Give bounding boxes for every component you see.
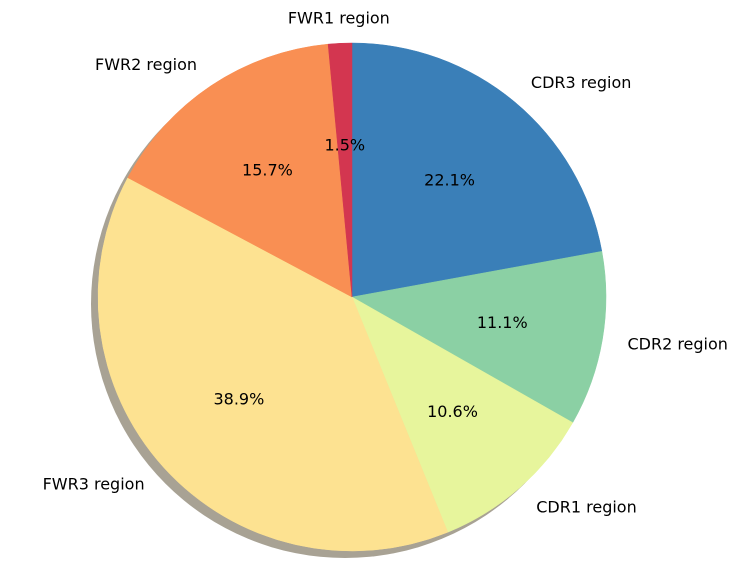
- pie-slices: [97, 42, 607, 552]
- slice-label-fwr3-region: FWR3 region: [43, 475, 145, 494]
- pct-label-cdr3-region: 22.1%: [424, 170, 475, 189]
- slice-label-cdr1-region: CDR1 region: [536, 498, 636, 517]
- slice-fwr1-region: [327, 42, 353, 298]
- slice-label-cdr3-region: CDR3 region: [531, 73, 631, 92]
- slice-cdr1-region: [351, 296, 574, 533]
- slice-label-fwr1-region: FWR1 region: [288, 8, 390, 27]
- pct-label-fwr1-region: 1.5%: [324, 135, 365, 154]
- slice-fwr3-region: [97, 177, 449, 552]
- pct-label-cdr2-region: 11.1%: [477, 313, 528, 332]
- pct-label-fwr3-region: 38.9%: [213, 390, 264, 409]
- slice-cdr3-region: [351, 42, 603, 298]
- pct-label-fwr2-region: 15.7%: [242, 161, 293, 180]
- pie-labels: 22.1% CDR3 region 11.1% CDR2 region 10.6% CDR…: [43, 8, 728, 516]
- slice-fwr2-region: [127, 43, 353, 298]
- pct-label-cdr1-region: 10.6%: [427, 402, 478, 421]
- slice-cdr2-region: [351, 251, 607, 423]
- slice-label-fwr2-region: FWR2 region: [95, 55, 197, 74]
- slice-label-cdr2-region: CDR2 region: [627, 334, 727, 353]
